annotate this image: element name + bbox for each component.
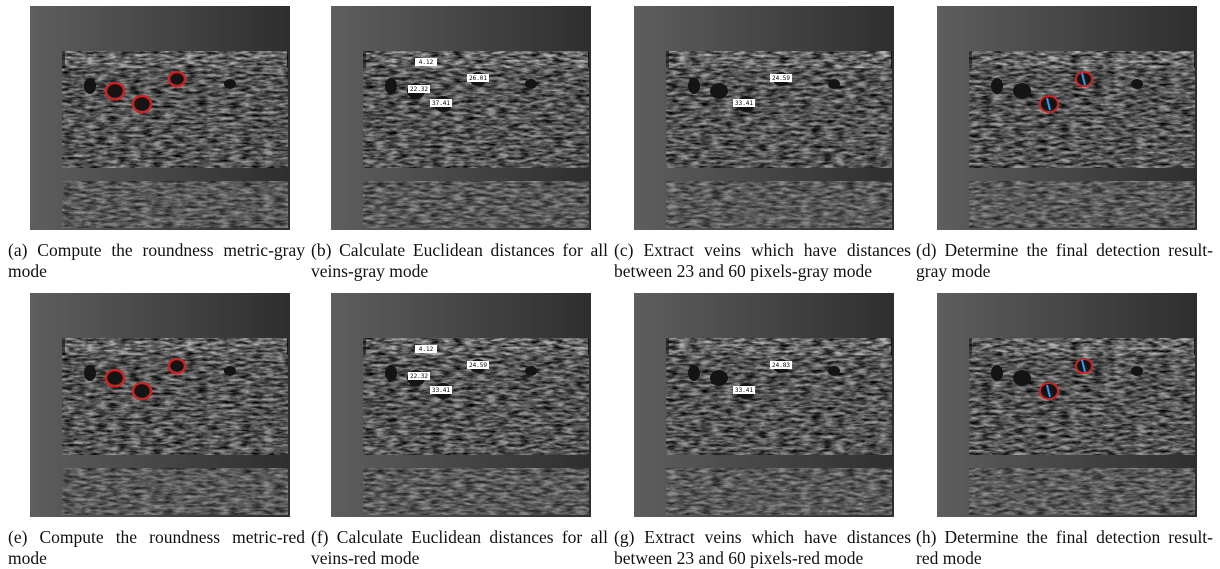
ultrasound-image: [8, 6, 305, 230]
distance-label: 24.59: [772, 75, 790, 82]
page: {"panels": [ {"label": "(a)", "caption":…: [0, 0, 1220, 569]
vein: [385, 365, 397, 381]
ultrasound-image: 24.59 33.41: [614, 6, 911, 230]
vein: [991, 78, 1003, 94]
caption-text: Extract veins which have distances betwe…: [614, 527, 911, 568]
caption-label: (d): [916, 240, 936, 260]
vein: [828, 366, 840, 376]
texture: [62, 338, 288, 455]
distance-label: 4.12: [419, 59, 434, 66]
caption: (a) Compute the roundness metric-gray mo…: [8, 240, 305, 282]
texture: [62, 181, 288, 228]
vein: [84, 78, 96, 94]
ultrasound-image: 4.12 24.59 22.32 33.41: [311, 293, 608, 517]
texture: [363, 181, 589, 228]
panel: (a) Compute the roundness metric-gray mo…: [8, 6, 305, 230]
caption: (e) Compute the roundness metric-red mod…: [8, 527, 305, 569]
distance-label: 33.41: [735, 100, 753, 107]
caption-label: (h): [916, 527, 936, 547]
texture: [969, 468, 1195, 515]
texture: [62, 468, 288, 515]
texture: [969, 338, 1195, 455]
vein: [224, 79, 236, 89]
distance-label: 37.41: [432, 100, 450, 107]
caption: (c) Extract veins which have distances b…: [614, 240, 911, 282]
texture: [62, 51, 288, 168]
ultrasound-image: [8, 293, 305, 517]
vein: [828, 79, 840, 89]
ultrasound-image: 24.83 33.41: [614, 293, 911, 517]
distance-label: 33.41: [735, 387, 753, 394]
distance-label: 24.83: [772, 362, 790, 369]
ultrasound-image: [916, 293, 1213, 517]
texture: [666, 51, 892, 168]
ultrasound-image: [916, 6, 1213, 230]
panel: (e) Compute the roundness metric-red mod…: [8, 293, 305, 517]
texture: [969, 181, 1195, 228]
caption-label: (f): [311, 527, 328, 547]
ultrasound-image: 4.12 26.01 22.32 37.41: [311, 6, 608, 230]
caption: (h) Determine the final detection result…: [916, 527, 1213, 569]
caption-text: Determine the final detection result-red…: [916, 527, 1213, 568]
vein: [710, 370, 728, 386]
texture: [363, 468, 589, 515]
texture: [666, 468, 892, 515]
vein: [1013, 370, 1031, 386]
vein: [991, 365, 1003, 381]
distance-label: 22.32: [410, 86, 428, 93]
caption-label: (a): [8, 240, 27, 260]
caption-text: Calculate Euclidean distances for all ve…: [311, 527, 608, 568]
texture: [666, 338, 892, 455]
caption-text: Compute the roundness metric-red mode: [8, 527, 305, 568]
texture: [969, 51, 1195, 168]
caption-text: Compute the roundness metric-gray mode: [8, 240, 305, 281]
vein: [710, 83, 728, 99]
texture: [363, 338, 589, 455]
distance-label: 33.41: [432, 387, 450, 394]
distance-label: 22.32: [410, 373, 428, 380]
caption-label: (c): [614, 240, 633, 260]
vein: [525, 366, 537, 376]
distance-label: 4.12: [419, 346, 434, 353]
vein: [688, 365, 700, 381]
vein: [84, 365, 96, 381]
texture: [666, 181, 892, 228]
caption-text: Extract veins which have distances betwe…: [614, 240, 911, 281]
vein: [688, 78, 700, 94]
caption: (d) Determine the final detection result…: [916, 240, 1213, 282]
caption: (f) Calculate Euclidean distances for al…: [311, 527, 608, 569]
caption-label: (e): [8, 527, 27, 547]
vein: [1131, 366, 1143, 376]
vein: [224, 366, 236, 376]
caption: (g) Extract veins which have distances b…: [614, 527, 911, 569]
panel: (h) Determine the final detection result…: [916, 293, 1213, 517]
texture: [363, 51, 589, 168]
caption-label: (b): [311, 240, 331, 260]
caption: (b) Calculate Euclidean distances for al…: [311, 240, 608, 282]
vein: [1131, 79, 1143, 89]
vein: [385, 78, 397, 94]
vein: [1013, 83, 1031, 99]
vein: [525, 79, 537, 89]
caption-text: Determine the final detection result-gra…: [916, 240, 1213, 281]
distance-label: 26.01: [469, 75, 487, 82]
panel: (d) Determine the final detection result…: [916, 6, 1213, 230]
caption-text: Calculate Euclidean distances for all ve…: [311, 240, 608, 281]
distance-label: 24.59: [469, 362, 487, 369]
caption-label: (g): [614, 527, 634, 547]
